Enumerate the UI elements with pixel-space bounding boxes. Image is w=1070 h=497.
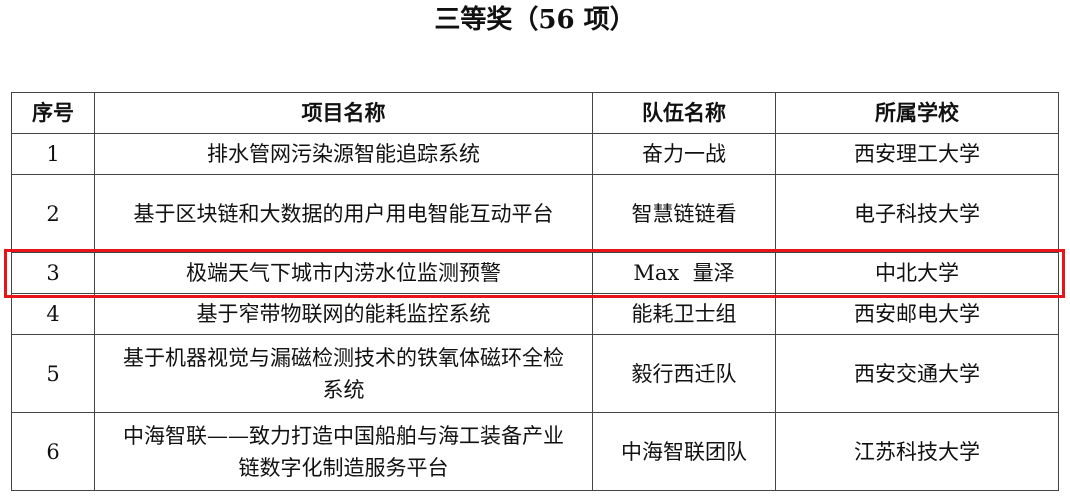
cell-team: 能耗卫士组 xyxy=(592,293,776,335)
cell-team: 毅行西迁队 xyxy=(592,334,776,413)
cell-school: 江苏科技大学 xyxy=(775,412,1059,491)
cell-number: 4 xyxy=(11,293,95,335)
cell-project: 极端天气下城市内涝水位监测预警 xyxy=(94,252,593,294)
cell-number: 1 xyxy=(11,133,95,175)
cell-number: 5 xyxy=(11,334,95,413)
table-header-row: 序号 项目名称 队伍名称 所属学校 xyxy=(11,92,1059,134)
table-row: 5 基于机器视觉与漏磁检测技术的铁氧体磁环全检系统 毅行西迁队 西安交通大学 xyxy=(11,334,1059,413)
cell-number: 6 xyxy=(11,412,95,491)
cell-team: 智慧链链看 xyxy=(592,174,776,253)
cell-team: 奋力一战 xyxy=(592,133,776,175)
page-title: 三等奖（56 项） xyxy=(434,5,636,35)
cell-school: 中北大学 xyxy=(775,252,1059,294)
header-project: 项目名称 xyxy=(94,92,593,134)
table-row: 4 基于窄带物联网的能耗监控系统 能耗卫士组 西安邮电大学 xyxy=(11,293,1059,335)
header-school: 所属学校 xyxy=(775,92,1059,134)
cell-school: 西安邮电大学 xyxy=(775,293,1059,335)
cell-project: 基于窄带物联网的能耗监控系统 xyxy=(94,293,593,335)
header-number: 序号 xyxy=(11,92,95,134)
table-row: 2 基于区块链和大数据的用户用电智能互动平台 智慧链链看 电子科技大学 xyxy=(11,174,1059,253)
cell-project: 中海智联——致力打造中国船舶与海工装备产业链数字化制造服务平台 xyxy=(94,412,593,491)
cell-number: 2 xyxy=(11,174,95,253)
awards-table: 序号 项目名称 队伍名称 所属学校 1 排水管网污染源智能追踪系统 奋力一战 西… xyxy=(11,92,1059,491)
table-row: 6 中海智联——致力打造中国船舶与海工装备产业链数字化制造服务平台 中海智联团队… xyxy=(11,412,1059,491)
cell-project: 基于机器视觉与漏磁检测技术的铁氧体磁环全检系统 xyxy=(94,334,593,413)
cell-project: 基于区块链和大数据的用户用电智能互动平台 xyxy=(94,174,593,253)
cell-school: 电子科技大学 xyxy=(775,174,1059,253)
header-team: 队伍名称 xyxy=(592,92,776,134)
cell-project: 排水管网污染源智能追踪系统 xyxy=(94,133,593,175)
cell-school: 西安交通大学 xyxy=(775,334,1059,413)
table-row: 1 排水管网污染源智能追踪系统 奋力一战 西安理工大学 xyxy=(11,133,1059,175)
cell-team: 中海智联团队 xyxy=(592,412,776,491)
table-row-highlighted: 3 极端天气下城市内涝水位监测预警 Max 量泽 中北大学 xyxy=(11,252,1059,294)
cell-number: 3 xyxy=(11,252,95,294)
cell-school: 西安理工大学 xyxy=(775,133,1059,175)
cell-team: Max 量泽 xyxy=(592,252,776,294)
